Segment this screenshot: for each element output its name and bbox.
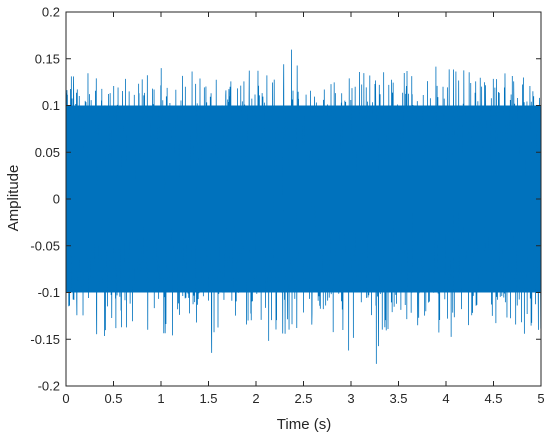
x-tick-label: 1 — [157, 391, 164, 406]
y-tick-label: 0.15 — [35, 51, 60, 66]
signal-series — [65, 49, 542, 364]
y-tick-label: 0.1 — [42, 98, 60, 113]
x-axis-title: Time (s) — [277, 416, 331, 433]
signal-line — [65, 49, 542, 364]
x-tick-label: 2 — [252, 391, 259, 406]
x-tick-label: 0 — [62, 391, 69, 406]
x-tick-label: 0.5 — [104, 391, 122, 406]
y-tick-label: -0.1 — [38, 285, 60, 300]
x-tick-label: 4 — [442, 391, 449, 406]
x-tick-label: 3 — [347, 391, 354, 406]
x-tick-label: 3.5 — [389, 391, 407, 406]
x-axis-ticks: 0 0.5 1 1.5 2 2.5 3 3.5 4 4.5 5 — [62, 12, 545, 406]
y-tick-label: 0.2 — [42, 5, 60, 20]
x-tick-label: 2.5 — [294, 391, 312, 406]
x-tick-label: 4.5 — [484, 391, 502, 406]
y-tick-label: 0.05 — [35, 145, 60, 160]
y-tick-label: 0 — [53, 192, 60, 207]
y-tick-label: -0.15 — [30, 332, 60, 347]
y-axis-title: Amplitude — [5, 165, 22, 232]
y-tick-label: -0.2 — [38, 379, 60, 394]
y-axis-ticks: -0.2 -0.15 -0.1 -0.05 0 0.05 0.1 0.15 0.2 — [30, 5, 541, 394]
x-tick-label: 5 — [537, 391, 544, 406]
y-tick-label: -0.05 — [30, 238, 60, 253]
x-tick-label: 1.5 — [199, 391, 217, 406]
